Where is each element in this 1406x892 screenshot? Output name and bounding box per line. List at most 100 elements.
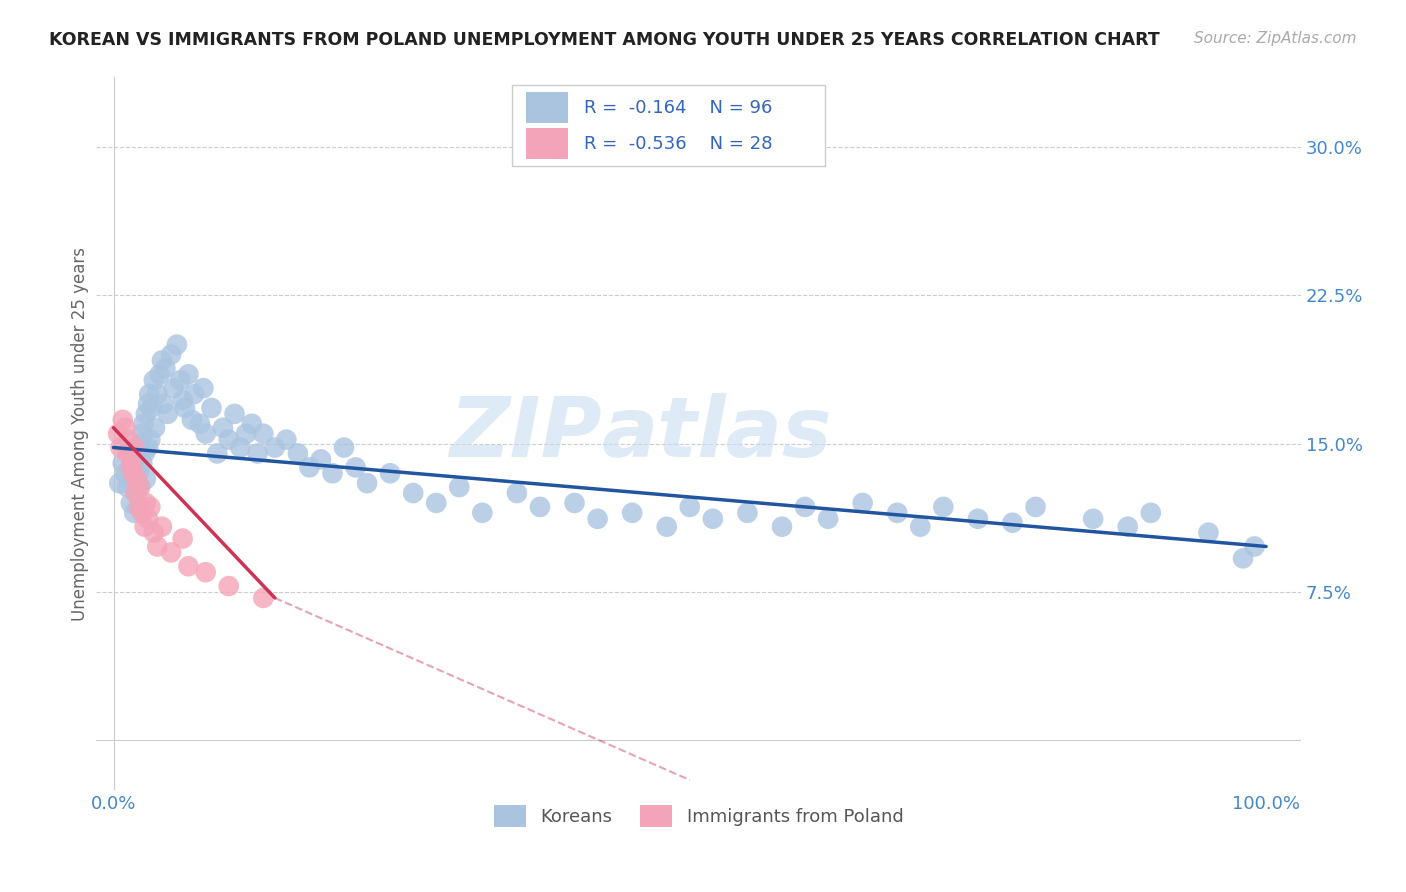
Point [174,401,197,415]
Point [146,540,169,554]
Point [114,421,136,435]
Point [120,460,142,475]
Point [141,401,163,415]
Point [263,441,285,455]
Point [125,486,148,500]
Point [817,512,839,526]
Point [172,392,194,407]
Legend: Koreans, Immigrants from Poland: Koreans, Immigrants from Poland [486,797,911,834]
Point [207,446,229,460]
Point [125,452,148,467]
Point [111,456,134,470]
Point [128,467,150,481]
FancyBboxPatch shape [512,85,825,167]
Point [143,421,166,435]
Point [177,368,200,382]
Point [246,446,269,460]
Point [120,496,142,510]
Point [122,472,145,486]
Point [586,512,609,526]
Point [162,381,184,395]
Point [117,433,139,447]
Point [128,500,150,514]
Point [229,441,252,455]
Point [252,591,274,605]
Point [1116,519,1139,533]
Point [169,373,191,387]
Point [139,433,162,447]
Point [309,452,332,467]
Point [737,506,759,520]
Point [160,347,183,361]
Point [770,519,793,533]
Point [506,486,529,500]
Text: Source: ZipAtlas.com: Source: ZipAtlas.com [1194,31,1357,46]
Point [129,480,152,494]
Point [108,476,131,491]
Point [183,387,205,401]
Point [122,467,145,481]
Point [212,421,235,435]
Point [702,512,724,526]
Point [425,496,447,510]
Point [125,472,148,486]
Text: atlas: atlas [602,393,832,475]
Point [124,486,146,500]
Point [136,397,159,411]
Y-axis label: Unemployment Among Youth under 25 years: Unemployment Among Youth under 25 years [72,247,89,621]
Point [298,460,321,475]
Point [122,506,145,520]
Text: R =  -0.536    N = 28: R = -0.536 N = 28 [583,135,772,153]
Point [122,441,145,455]
Point [107,426,129,441]
Point [333,441,356,455]
Point [193,381,215,395]
Point [240,417,263,431]
Point [135,472,157,486]
Point [852,496,875,510]
Point [276,433,298,447]
Point [529,500,551,514]
Point [194,426,217,441]
Point [200,401,222,415]
Point [132,417,155,431]
Point [224,407,246,421]
Point [128,500,150,514]
Point [967,512,990,526]
Point [194,565,217,579]
Point [166,337,188,351]
Point [127,441,149,455]
Bar [526,92,568,123]
Point [321,467,343,481]
Point [110,441,132,455]
Point [932,500,955,514]
Point [131,506,153,520]
Point [117,480,139,494]
Point [131,456,153,470]
Point [134,446,156,460]
Point [1139,506,1161,520]
Point [679,500,702,514]
Point [1001,516,1024,530]
Point [1197,525,1219,540]
Point [117,446,139,460]
Point [129,436,152,450]
Point [188,417,211,431]
Point [218,433,240,447]
Text: ZIP: ZIP [450,393,602,475]
Point [111,413,134,427]
Point [564,496,586,510]
Point [139,500,162,514]
Point [886,506,908,520]
Point [120,460,142,475]
Point [131,426,153,441]
Point [152,397,174,411]
Text: R =  -0.164    N = 96: R = -0.164 N = 96 [583,98,772,117]
Point [794,500,817,514]
Point [1083,512,1105,526]
Point [134,519,156,533]
Point [136,441,159,455]
Point [1243,540,1265,554]
Point [155,361,177,376]
Point [910,519,932,533]
